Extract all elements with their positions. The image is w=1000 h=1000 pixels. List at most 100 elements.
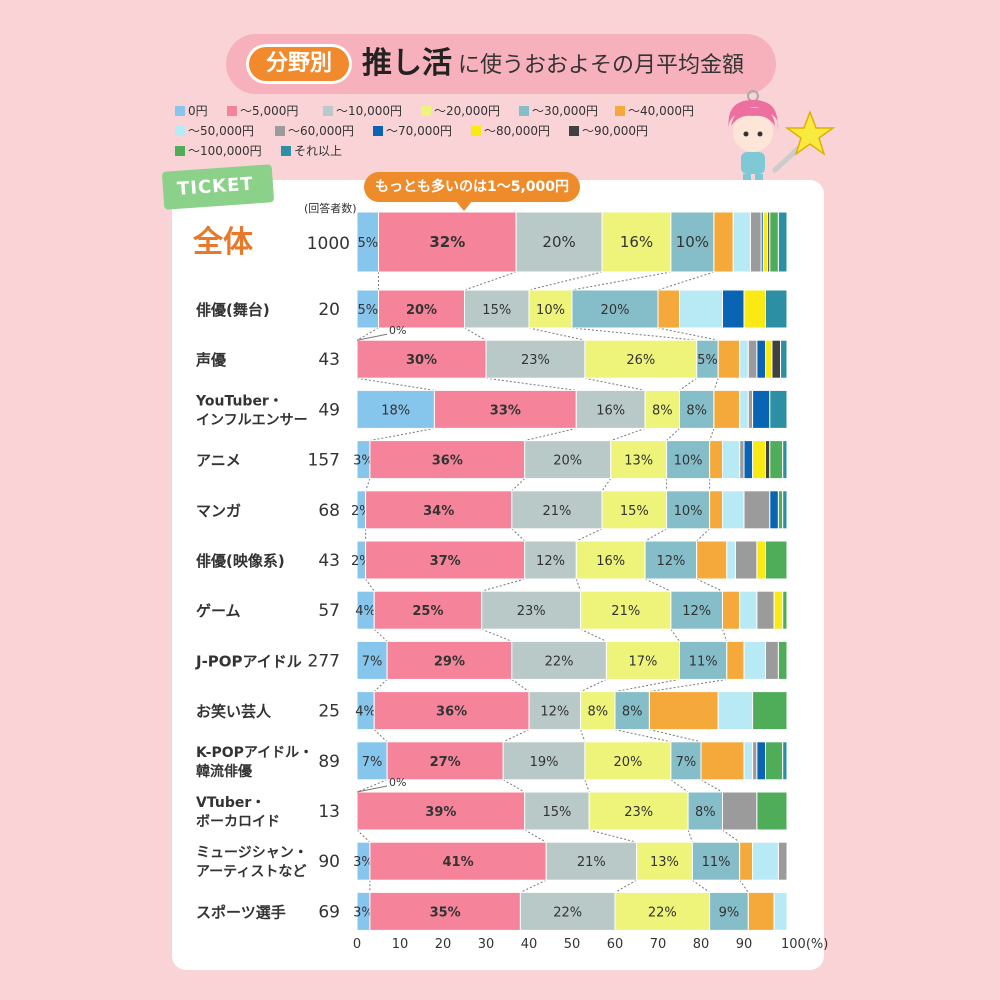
bar-segment [739, 440, 745, 480]
respondent-count: 13 [318, 802, 340, 822]
bar-segment [356, 741, 388, 781]
callout-most-common: もっとも多いのは1〜5,000円 [364, 172, 580, 202]
connector-line [692, 879, 710, 893]
category-label: マンガ [196, 502, 241, 520]
bar-segment [752, 691, 788, 731]
legend-label: 〜80,000円 [484, 124, 550, 138]
data-label: 3% [353, 905, 374, 920]
bar-segment [670, 590, 724, 630]
category-label: 俳優(舞台) [196, 301, 270, 319]
bar-segment [524, 540, 577, 580]
data-label: 20% [406, 303, 437, 318]
bar-segment [511, 490, 603, 530]
bar-segment [743, 640, 766, 680]
connector-line [580, 729, 586, 742]
bar-segment [765, 741, 784, 781]
bar-segment [386, 640, 513, 680]
connector-line [644, 528, 667, 542]
data-label: 8% [622, 705, 643, 720]
data-label: 5% [357, 303, 378, 318]
bar-segment [356, 640, 388, 680]
mascot-character-icon [728, 90, 835, 184]
bar-segment [777, 640, 788, 680]
bar-segment [610, 440, 668, 480]
x-tick-label: 40 [521, 937, 538, 952]
legend-item: 〜80,000円 [471, 122, 550, 139]
bar-segment [545, 841, 638, 881]
bar-segment [756, 590, 775, 630]
connector-line [644, 578, 672, 592]
connector-line [614, 879, 637, 893]
legend-swatch [175, 125, 185, 136]
connector-line [511, 678, 530, 693]
bar-segment [584, 741, 672, 781]
connector-line [687, 829, 693, 843]
zero-label-leader [356, 785, 388, 793]
bar-segment [717, 691, 754, 731]
bar-segment [765, 640, 779, 680]
bar-segment [752, 389, 771, 429]
data-label: 21% [611, 604, 640, 619]
bar-segment [696, 540, 728, 580]
bar-segment [743, 440, 754, 480]
respondents-header: (回答者数) [304, 202, 357, 215]
data-label: 8% [695, 805, 716, 820]
bar-segment [765, 339, 773, 379]
x-tick-label: 0 [353, 937, 361, 952]
data-label: 3% [353, 454, 374, 469]
data-label: 19% [530, 755, 559, 770]
data-label: 26% [626, 353, 655, 368]
bar-segment [765, 440, 771, 480]
bar-segment [769, 389, 788, 429]
data-label: 15% [482, 303, 511, 318]
connector-line [365, 578, 375, 592]
bar-segment [679, 389, 715, 429]
bar-segment [670, 211, 715, 273]
bar-segment [644, 540, 698, 580]
bar-segment [601, 211, 672, 273]
legend-label: 〜40,000円 [628, 104, 694, 118]
connector-line [722, 629, 728, 642]
legend-swatch [519, 105, 529, 116]
bar-segment [386, 741, 504, 781]
connector-line [528, 327, 586, 341]
respondent-count: 69 [318, 902, 340, 922]
respondent-count: 277 [308, 651, 340, 671]
category-label: ゲーム [196, 602, 241, 620]
bar-segment [726, 640, 745, 680]
data-label: 9% [719, 905, 740, 920]
category-label: K-POPアイドル・ [196, 745, 313, 761]
data-label: 23% [517, 604, 546, 619]
bar-segment [524, 791, 590, 831]
connector-line [670, 779, 689, 793]
bar-segment [614, 691, 650, 731]
connector-line [670, 628, 680, 642]
bar-segment [356, 791, 526, 831]
legend-item: 〜60,000円 [275, 122, 354, 139]
legend-label: 〜30,000円 [532, 104, 598, 118]
legend-label: 〜50,000円 [188, 124, 254, 138]
category-label: スポーツ選手 [196, 903, 286, 921]
bar-segment [369, 440, 526, 480]
zero-label: 0% [389, 324, 406, 337]
data-label: 15% [542, 805, 571, 820]
bar-segment [777, 211, 788, 273]
bar-segment [481, 590, 582, 630]
legend-label: 0円 [188, 104, 208, 118]
bar-segment [365, 490, 513, 530]
bar-segment [575, 389, 646, 429]
zero-label: 0% [389, 776, 406, 789]
legend-swatch [569, 125, 579, 136]
data-label: 32% [429, 233, 465, 251]
bar-segment [782, 440, 788, 480]
connector-line [571, 271, 671, 291]
bar-segment [765, 289, 788, 329]
legend-item: 〜100,000円 [175, 142, 262, 159]
connector-line [524, 829, 547, 843]
bar-segment [722, 440, 741, 480]
bar-segment [378, 211, 517, 273]
connector-line [580, 678, 607, 693]
connector-line [464, 271, 517, 291]
bar-segment [700, 741, 745, 781]
